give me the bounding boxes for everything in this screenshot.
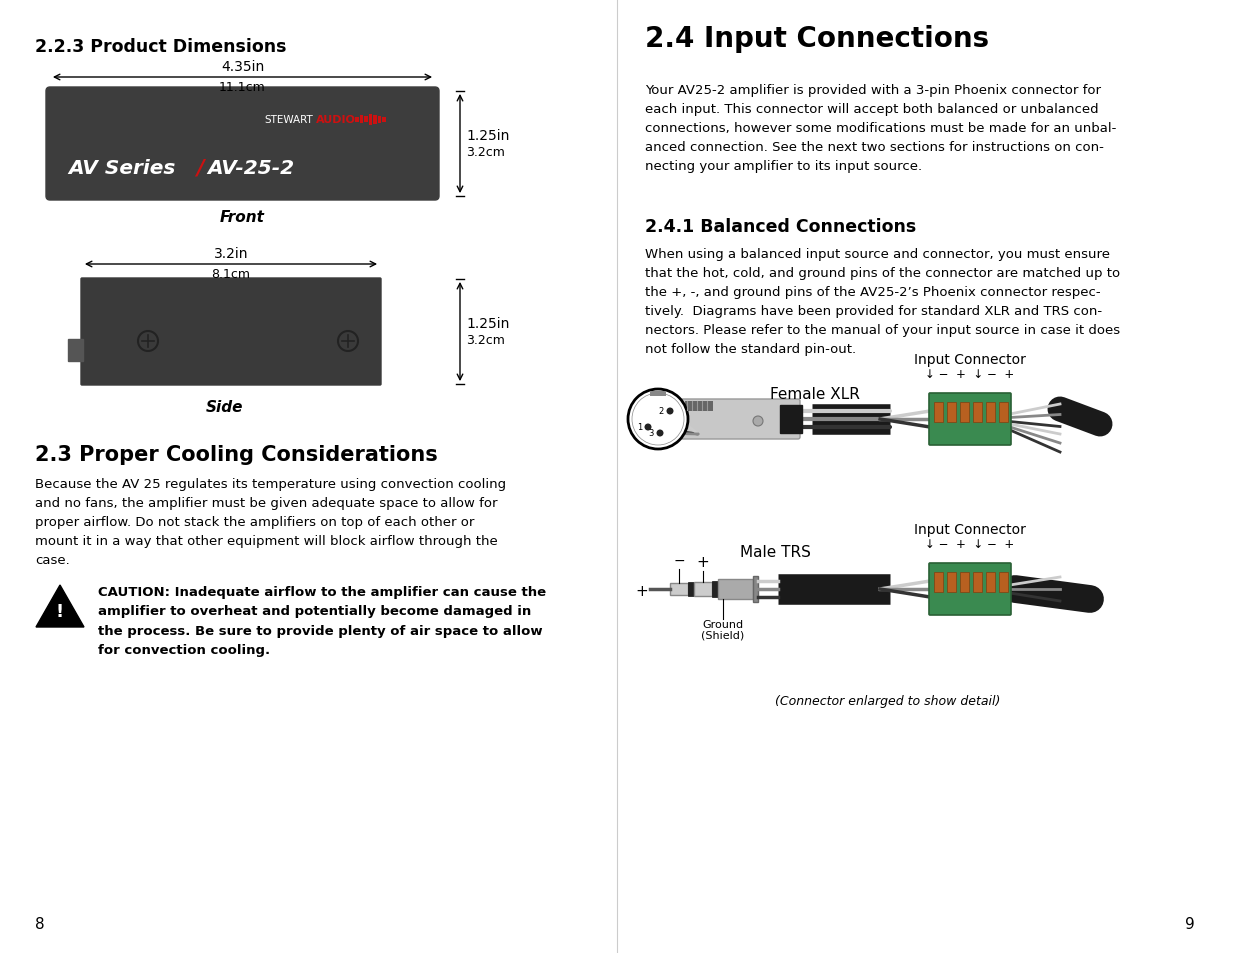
Bar — [947, 573, 956, 593]
Text: Front: Front — [220, 210, 264, 225]
Text: 8: 8 — [35, 916, 44, 931]
Text: 2: 2 — [658, 407, 664, 416]
Text: +: + — [635, 584, 648, 598]
Text: 1.25in: 1.25in — [466, 317, 509, 331]
Text: (Shield): (Shield) — [701, 630, 745, 640]
Bar — [986, 573, 995, 593]
Text: Female XLR: Female XLR — [769, 387, 860, 401]
Text: AV-25-2: AV-25-2 — [207, 158, 294, 177]
FancyBboxPatch shape — [680, 399, 800, 439]
Text: Your AV25-2 amplifier is provided with a 3-pin Phoenix connector for
each input.: Your AV25-2 amplifier is provided with a… — [645, 84, 1116, 172]
Text: ↓ −  +  ↓ −  +: ↓ − + ↓ − + — [925, 537, 1015, 551]
Circle shape — [657, 430, 663, 437]
Text: −: − — [673, 554, 685, 567]
Circle shape — [667, 408, 673, 416]
Bar — [986, 402, 995, 422]
Text: 2.2.3 Product Dimensions: 2.2.3 Product Dimensions — [35, 38, 287, 56]
Text: CAUTION: Inadequate airflow to the amplifier can cause the
amplifier to overheat: CAUTION: Inadequate airflow to the ampli… — [98, 585, 546, 657]
Bar — [354, 117, 358, 122]
Text: 8.1cm: 8.1cm — [211, 268, 251, 281]
Bar — [999, 402, 1008, 422]
Circle shape — [629, 390, 688, 450]
Text: 9: 9 — [1186, 916, 1195, 931]
Text: 2.3 Proper Cooling Considerations: 2.3 Proper Cooling Considerations — [35, 444, 437, 464]
Polygon shape — [36, 585, 84, 627]
Bar — [753, 577, 758, 602]
Text: 3.2cm: 3.2cm — [466, 146, 505, 159]
Circle shape — [645, 424, 652, 431]
Text: 4.35in: 4.35in — [221, 60, 264, 74]
Text: Ground: Ground — [703, 619, 743, 629]
Text: Side: Side — [206, 399, 243, 415]
Text: When using a balanced input source and connector, you must ensure
that the hot, : When using a balanced input source and c… — [645, 248, 1120, 355]
Text: 3.2cm: 3.2cm — [466, 334, 505, 347]
Bar — [934, 402, 944, 422]
Text: 3.2in: 3.2in — [214, 247, 248, 261]
Text: 1: 1 — [637, 423, 642, 432]
Bar — [960, 402, 969, 422]
Text: 3: 3 — [648, 429, 655, 438]
FancyBboxPatch shape — [46, 88, 438, 201]
Bar — [713, 581, 718, 598]
Text: Input Connector: Input Connector — [914, 353, 1026, 367]
Text: 2.4.1 Balanced Connections: 2.4.1 Balanced Connections — [645, 218, 916, 235]
Text: Male TRS: Male TRS — [740, 544, 811, 559]
Bar — [368, 114, 372, 126]
Bar — [718, 579, 753, 599]
FancyBboxPatch shape — [929, 394, 1011, 446]
Text: AV Series: AV Series — [68, 158, 175, 177]
Bar — [688, 582, 694, 597]
Bar — [68, 339, 83, 361]
Bar — [671, 583, 688, 596]
Text: !: ! — [56, 602, 64, 620]
Circle shape — [632, 394, 684, 446]
Text: Because the AV 25 regulates its temperature using convection cooling
and no fans: Because the AV 25 regulates its temperat… — [35, 477, 506, 566]
Text: Input Connector: Input Connector — [914, 522, 1026, 537]
Text: 11.1cm: 11.1cm — [219, 81, 266, 94]
Bar — [947, 402, 956, 422]
Bar — [364, 117, 368, 123]
Text: ↓ −  +  ↓ −  +: ↓ − + ↓ − + — [925, 368, 1015, 380]
Circle shape — [753, 416, 763, 427]
Bar — [999, 573, 1008, 593]
Bar — [359, 116, 363, 124]
Bar — [934, 573, 944, 593]
FancyBboxPatch shape — [82, 278, 382, 386]
Bar — [781, 406, 802, 434]
Bar — [382, 117, 385, 122]
Bar — [378, 116, 382, 123]
Text: /: / — [196, 158, 204, 178]
Text: 2.4 Input Connections: 2.4 Input Connections — [645, 25, 989, 53]
Bar — [960, 573, 969, 593]
Text: +: + — [697, 555, 709, 569]
Text: (Connector enlarged to show detail): (Connector enlarged to show detail) — [776, 695, 1000, 707]
Bar — [685, 401, 713, 412]
Bar — [373, 115, 377, 125]
Bar — [650, 392, 666, 396]
Bar — [973, 402, 982, 422]
Text: STEWART: STEWART — [264, 115, 312, 125]
Text: AUDIO: AUDIO — [316, 115, 356, 125]
Bar — [973, 573, 982, 593]
Text: 1.25in: 1.25in — [466, 130, 509, 143]
Bar — [694, 582, 713, 597]
FancyBboxPatch shape — [929, 563, 1011, 616]
